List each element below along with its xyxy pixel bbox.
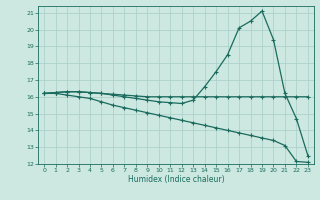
X-axis label: Humidex (Indice chaleur): Humidex (Indice chaleur) [128,175,224,184]
